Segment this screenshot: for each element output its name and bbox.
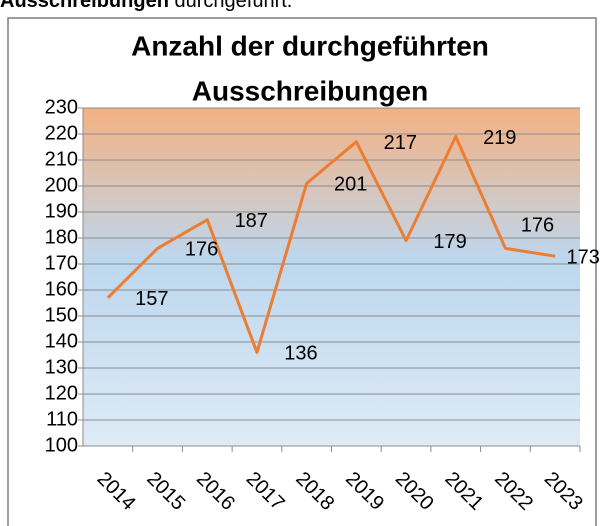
data-label: 136	[284, 343, 317, 365]
chart-title: Anzahl der durchgeführten	[131, 30, 489, 61]
caption-bold: Ausschreibungen	[0, 0, 169, 12]
y-tick-label: 200	[45, 174, 78, 196]
y-tick-label: 210	[45, 148, 78, 170]
y-tick-label: 190	[45, 200, 78, 222]
y-tick-label: 110	[46, 408, 78, 430]
data-label: 219	[483, 127, 516, 149]
y-tick-label: 100	[45, 434, 78, 456]
y-tick-label: 180	[45, 226, 78, 248]
data-label: 187	[235, 210, 268, 232]
caption-text: durchgeführt.	[174, 0, 292, 12]
chart-title: Ausschreibungen	[192, 75, 428, 106]
data-label: 173	[566, 246, 599, 268]
y-tick-label: 140	[45, 330, 78, 352]
y-tick-label: 120	[45, 382, 78, 404]
data-label: 176	[521, 215, 554, 237]
y-tick-label: 170	[45, 252, 78, 274]
y-tick-label: 220	[45, 122, 78, 144]
data-label: 217	[384, 132, 417, 154]
line	[106, 135, 556, 354]
data-label: 179	[433, 231, 466, 253]
y-tick-label: 230	[45, 96, 78, 118]
y-tick-label: 150	[45, 304, 78, 326]
plot-area	[83, 108, 580, 446]
data-label: 201	[334, 174, 367, 196]
data-label: 157	[135, 288, 168, 310]
caption: Ausschreibungen durchgeführt.	[0, 0, 292, 12]
y-tick-label: 130	[45, 356, 78, 378]
data-label: 176	[185, 239, 218, 261]
y-tick-label: 160	[45, 278, 78, 300]
